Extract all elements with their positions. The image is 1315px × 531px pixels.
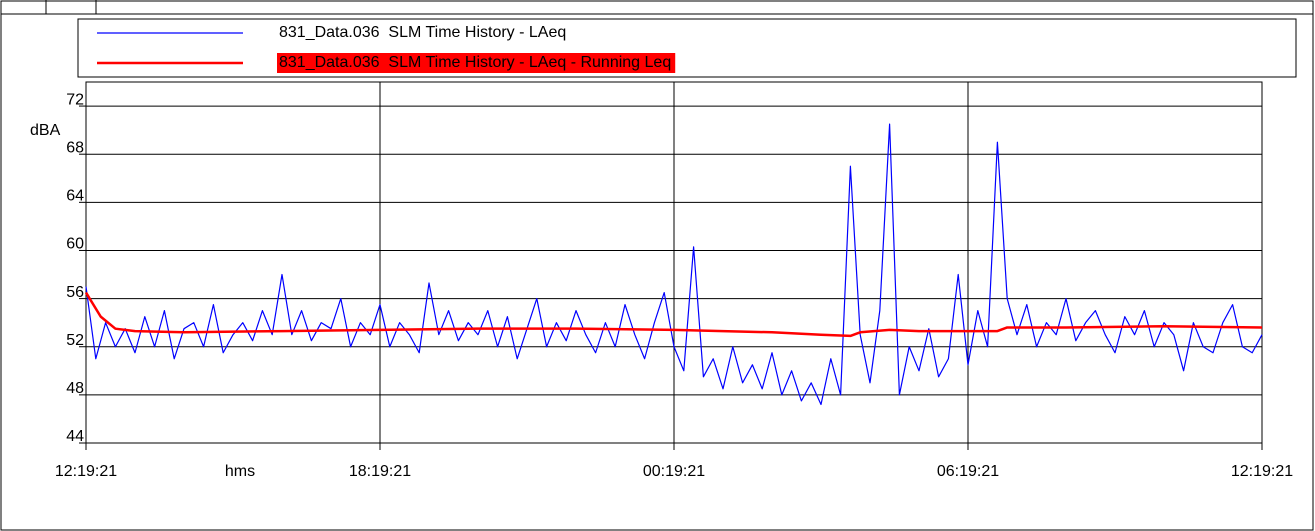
y-axis-label: dBA [30,122,61,139]
series-line [85,123,1263,406]
series-line [84,291,1263,338]
x-axis-label: hms [225,463,255,480]
x-tick-label: 12:19:21 [55,463,117,480]
y-tick-label: 56 [66,284,84,301]
legend-label: 831_Data.036 SLM Time History - LAeq - R… [279,54,671,71]
y-tick-label: 72 [66,91,84,108]
x-tick-label: 18:19:21 [349,463,411,480]
x-tick-label: 12:19:21 [1231,463,1293,480]
y-tick-label: 44 [66,428,84,445]
x-tick-label: 06:19:21 [937,463,999,480]
legend-box [77,18,1297,78]
y-tick-label: 68 [66,139,84,156]
y-tick-label: 60 [66,236,84,253]
legend-highlight [277,53,676,73]
x-tick-label: 00:19:21 [643,463,705,480]
y-tick-label: 48 [66,380,84,397]
y-tick-label: 52 [66,332,84,349]
y-tick-label: 64 [66,188,84,205]
legend-label: 831_Data.036 SLM Time History - LAeq [279,24,566,41]
